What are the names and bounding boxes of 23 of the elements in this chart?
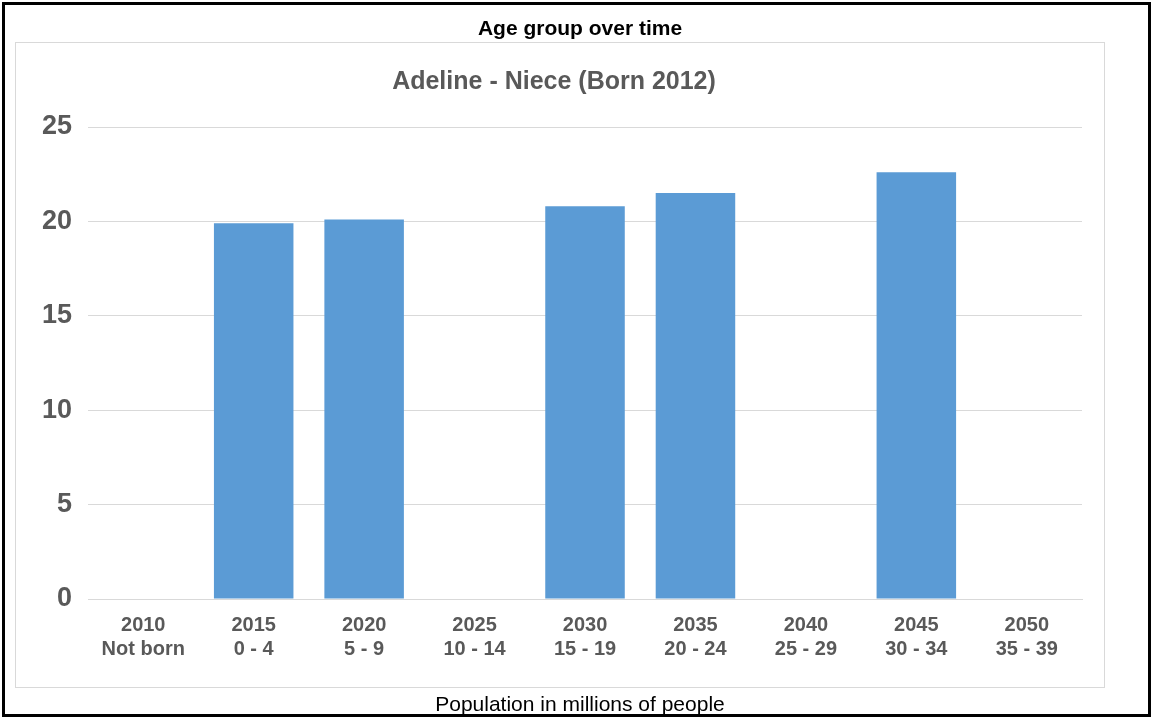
bar (876, 172, 957, 599)
y-tick-label: 10 (41, 393, 73, 424)
x-tick-label: 2040 25 - 29 (774, 612, 838, 659)
y-tick-label: 20 (41, 204, 73, 235)
x-tick-label: 2035 20 - 24 (664, 612, 728, 659)
bar (213, 223, 294, 599)
bar (545, 206, 625, 599)
x-tick-label: 2020 5 - 9 (341, 612, 387, 659)
x-tick-label: 2015 0 - 4 (231, 612, 276, 659)
chart-title: Age group over time (476, 16, 684, 40)
bar (655, 193, 736, 599)
x-tick-label: 2030 15 - 19 (553, 612, 617, 659)
x-tick-label: 2025 10 - 14 (443, 612, 507, 659)
bar (324, 219, 404, 599)
y-tick-label: 5 (57, 488, 73, 519)
y-tick-label: 0 (57, 582, 73, 613)
x-tick-label: 2050 35 - 39 (995, 612, 1058, 659)
chart-subtitle: Adeline - Niece (Born 2012) (392, 65, 716, 94)
x-tick-label: 2010 Not born (101, 612, 185, 659)
y-tick-label: 15 (41, 299, 73, 330)
y-tick-label: 25 (41, 110, 73, 141)
x-axis-title: Population in millions of people (434, 692, 726, 716)
x-tick-label: 2045 30 - 34 (885, 612, 949, 659)
